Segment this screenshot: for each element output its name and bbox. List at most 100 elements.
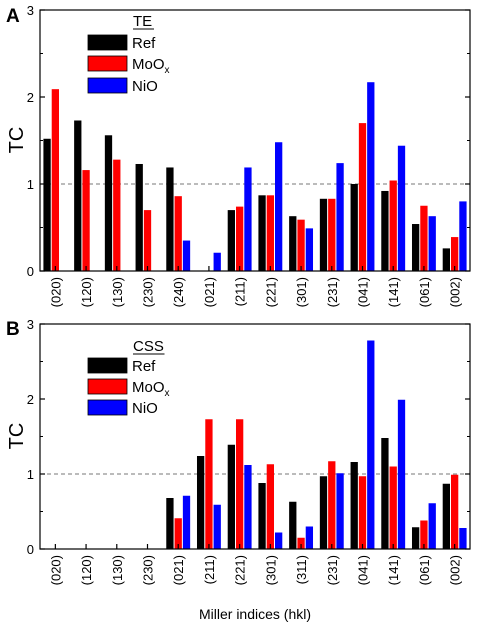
bar-nio-211 — [244, 167, 252, 271]
bar-ref-002 — [442, 248, 450, 271]
legend-swatch-moo — [87, 55, 128, 72]
bar-ref-041 — [350, 184, 358, 271]
x-tick-label: (021) — [202, 277, 217, 307]
bar-nio-141 — [397, 145, 406, 271]
y-tick-label: 1 — [27, 467, 34, 482]
x-tick-label: (221) — [233, 555, 248, 585]
bar-nio-021 — [182, 495, 191, 549]
bar-ref-230 — [135, 163, 143, 271]
chart-panel-B: 0 1 2 3 (020) (120) (130) (230) (021) (211) (221) (… — [6, 317, 471, 622]
bar-moo-221 — [266, 195, 275, 271]
bar-nio-231 — [336, 473, 344, 549]
x-tick-label: (230) — [141, 555, 156, 585]
bar-nio-301 — [275, 532, 283, 549]
legend-swatch-moo — [87, 378, 128, 395]
bar-ref-231 — [319, 476, 328, 549]
x-tick-label: (002) — [448, 277, 463, 307]
x-tick-label: (020) — [48, 277, 63, 307]
x-tick-label: (311) — [294, 555, 309, 584]
x-tick-label: (211) — [202, 555, 217, 584]
bar-nio-041 — [367, 82, 375, 272]
legend-label-nio: NiO — [132, 400, 158, 417]
y-axis-label: TC — [6, 127, 28, 154]
x-tick-label: (061) — [417, 555, 432, 585]
legend-swatch-nio — [87, 399, 128, 416]
bar-moo-211 — [205, 419, 213, 549]
bar-moo-002 — [450, 237, 459, 271]
bar-nio-301 — [305, 228, 314, 271]
y-tick-label: 3 — [27, 3, 34, 18]
x-tick-label: (231) — [325, 555, 340, 585]
bar-ref-120 — [74, 120, 82, 272]
x-axis-label: Miller indices (hkl) — [199, 606, 311, 622]
y-tick-label: 1 — [27, 177, 34, 192]
bar-ref-061 — [411, 224, 420, 271]
y-tick-label: 2 — [27, 392, 34, 407]
bar-moo-211 — [235, 206, 244, 271]
bar-moo-061 — [420, 205, 428, 271]
bar-moo-041 — [358, 476, 367, 549]
bar-moo-120 — [82, 170, 90, 271]
bar-moo-311 — [297, 537, 305, 549]
bar-nio-311 — [305, 526, 314, 549]
y-tick-label: 0 — [27, 264, 34, 279]
bar-ref-141 — [381, 190, 389, 271]
bar-ref-211 — [227, 210, 235, 271]
bar-moo-231 — [328, 198, 336, 271]
legend-label-ref: Ref — [132, 35, 156, 52]
legend-subscript: x — [165, 65, 170, 76]
x-tick-label: (130) — [110, 277, 125, 307]
x-tick-label: (061) — [417, 277, 432, 307]
y-tick-label: 0 — [27, 542, 34, 557]
bar-nio-021 — [213, 252, 221, 271]
x-tick-label: (041) — [356, 555, 371, 585]
bar-moo-301 — [266, 464, 275, 549]
bar-ref-211 — [196, 456, 205, 549]
bar-moo-231 — [328, 461, 336, 549]
x-tick-label: (020) — [48, 555, 63, 585]
y-tick-label: 3 — [27, 317, 34, 332]
bar-ref-020 — [43, 138, 51, 271]
x-tick-label: (130) — [110, 555, 125, 585]
x-tick-label: (120) — [79, 277, 94, 307]
bar-nio-002 — [459, 528, 467, 549]
x-tick-label: (240) — [171, 277, 186, 307]
bar-ref-311 — [289, 501, 297, 549]
legend-label-ref: Ref — [132, 358, 156, 375]
bar-ref-240 — [166, 167, 174, 271]
legend-label-nio: NiO — [132, 78, 158, 95]
bar-moo-061 — [420, 520, 428, 549]
bar-nio-221 — [244, 465, 252, 549]
chart-panel-A: 0 1 2 3 (020) (120) (130) (230) (240) (021) (211) (… — [6, 3, 471, 307]
y-axis-label: TC — [6, 423, 28, 450]
x-tick-label: (231) — [325, 277, 340, 307]
bar-nio-061 — [428, 216, 436, 271]
bar-ref-141 — [381, 438, 389, 549]
bar-nio-240 — [182, 240, 191, 271]
legend-subscript: x — [165, 388, 170, 399]
bar-ref-301 — [289, 216, 297, 271]
bar-ref-021 — [166, 498, 174, 549]
bar-nio-211 — [213, 504, 221, 549]
bar-moo-141 — [389, 180, 397, 271]
bar-moo-240 — [174, 196, 182, 271]
bar-nio-061 — [428, 503, 436, 549]
bar-nio-141 — [397, 399, 406, 549]
x-tick-label: (002) — [448, 555, 463, 585]
bar-ref-301 — [258, 483, 266, 549]
bar-moo-130 — [113, 159, 121, 271]
x-tick-label: (211) — [233, 277, 248, 306]
bar-nio-002 — [459, 201, 467, 271]
legend-swatch-nio — [87, 77, 128, 94]
bar-moo-021 — [174, 518, 182, 549]
legend-title: CSS — [133, 338, 164, 355]
legend-title: TE — [133, 13, 152, 30]
x-tick-label: (301) — [263, 555, 278, 585]
bar-ref-231 — [319, 198, 328, 271]
bar-moo-221 — [235, 419, 244, 549]
bar-ref-130 — [104, 135, 113, 271]
x-tick-label: (041) — [356, 277, 371, 307]
legend-label-moo: MoOx — [132, 379, 170, 399]
bar-ref-061 — [411, 527, 420, 549]
